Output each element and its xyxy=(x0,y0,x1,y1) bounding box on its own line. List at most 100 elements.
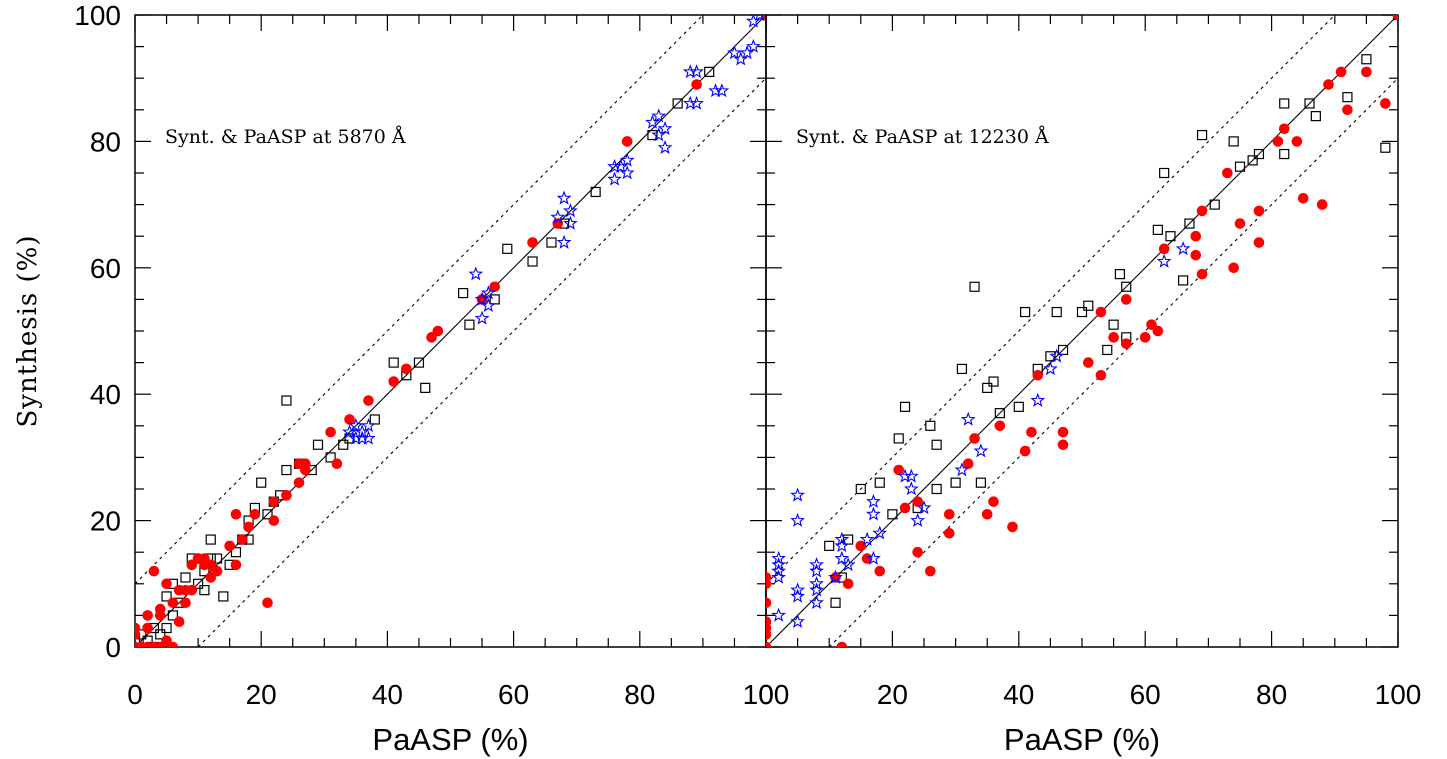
circle-point xyxy=(236,534,248,545)
circle-point xyxy=(836,641,848,647)
circle-point xyxy=(268,496,280,507)
circle-point xyxy=(180,597,191,609)
circle-point xyxy=(691,79,702,90)
circle-point xyxy=(899,502,911,514)
circle-point xyxy=(1278,123,1290,135)
star-point xyxy=(619,165,635,180)
offset-line xyxy=(135,15,704,585)
star-point xyxy=(790,512,806,527)
star-point xyxy=(973,443,989,458)
star-point xyxy=(348,418,364,433)
square-point xyxy=(1228,136,1239,147)
square-point xyxy=(1380,142,1391,153)
square-point xyxy=(1310,111,1321,122)
square-point xyxy=(1013,401,1024,412)
circle-point xyxy=(401,363,412,375)
circle-point xyxy=(211,565,223,577)
star-point xyxy=(727,45,742,60)
square-point xyxy=(262,509,273,520)
circle-point xyxy=(861,553,873,564)
square-point xyxy=(931,483,942,495)
star-point xyxy=(689,64,704,79)
square-point xyxy=(1178,275,1189,286)
star-point xyxy=(903,481,919,496)
square-point xyxy=(855,483,866,495)
star-point xyxy=(682,64,698,79)
square-point xyxy=(969,281,980,292)
star-point xyxy=(689,95,704,110)
star-point xyxy=(556,190,572,205)
star-point xyxy=(1156,253,1172,268)
star-point xyxy=(1049,348,1065,363)
square-point xyxy=(1152,224,1163,235)
right-panel: 0 20 40 60 80 100 PaASP (%) Synt. & PaASP at 12… xyxy=(758,14,1422,757)
square-point xyxy=(413,357,425,368)
star-point xyxy=(809,557,824,572)
square-point xyxy=(893,433,904,444)
star-point xyxy=(745,38,761,53)
star-point xyxy=(809,582,824,597)
circle-point xyxy=(1057,439,1069,451)
square-point xyxy=(180,572,191,583)
star-point xyxy=(556,234,572,249)
circle-point xyxy=(249,508,261,520)
square-point xyxy=(464,319,475,330)
circle-point xyxy=(981,508,993,520)
star-point xyxy=(1175,241,1191,256)
circle-point xyxy=(331,458,343,470)
square-point xyxy=(590,186,601,198)
circle-point xyxy=(1222,167,1233,179)
square-point xyxy=(1196,129,1208,141)
circle-point xyxy=(1139,332,1151,343)
circle-point xyxy=(1120,338,1132,349)
square-point xyxy=(1165,231,1176,242)
circle-point xyxy=(1158,243,1170,255)
square-point xyxy=(218,591,229,602)
circle-point xyxy=(1392,15,1398,21)
square-point xyxy=(956,363,968,375)
circle-point xyxy=(1323,79,1334,90)
square-point xyxy=(824,540,835,551)
circle-point xyxy=(552,218,564,229)
circle-point xyxy=(293,477,305,488)
star-point xyxy=(361,418,376,433)
circle-point xyxy=(135,629,141,640)
square-point xyxy=(281,395,292,406)
square-point xyxy=(988,376,999,387)
circle-point xyxy=(1342,104,1353,116)
star-point xyxy=(651,108,667,123)
square-point xyxy=(887,509,898,520)
circle-point xyxy=(1253,205,1265,217)
y-tick-label: 80 xyxy=(90,126,121,157)
square-point xyxy=(325,452,336,463)
square-point xyxy=(1304,98,1315,109)
circle-point xyxy=(1196,268,1208,280)
circle-point xyxy=(1152,325,1164,337)
circle-point xyxy=(325,426,336,438)
star-point xyxy=(771,607,787,622)
star-point xyxy=(916,500,932,515)
star-point xyxy=(607,171,622,186)
circle-point xyxy=(167,597,179,609)
square-point xyxy=(1051,306,1062,318)
offset-line xyxy=(828,77,1398,647)
square-point xyxy=(925,420,936,431)
star-point xyxy=(809,576,824,591)
y-tick-label: 40 xyxy=(90,379,121,410)
square-point xyxy=(312,439,324,450)
circle-point xyxy=(925,565,936,577)
star-point xyxy=(562,203,578,218)
circle-point xyxy=(262,597,273,609)
x-tick-label: 100 xyxy=(1375,679,1422,710)
star-point xyxy=(790,613,806,629)
right-panel-annotation: Synt. & PaASP at 12230 Å xyxy=(796,126,1049,148)
x-tick-label: 40 xyxy=(372,679,403,710)
star-point xyxy=(840,557,856,572)
circle-point xyxy=(161,578,172,590)
star-point xyxy=(771,569,787,584)
circle-point xyxy=(1095,369,1107,381)
circle-point xyxy=(1108,332,1119,343)
star-point xyxy=(755,15,765,22)
x-tick-label: 40 xyxy=(1003,679,1034,710)
circle-point xyxy=(943,527,955,539)
